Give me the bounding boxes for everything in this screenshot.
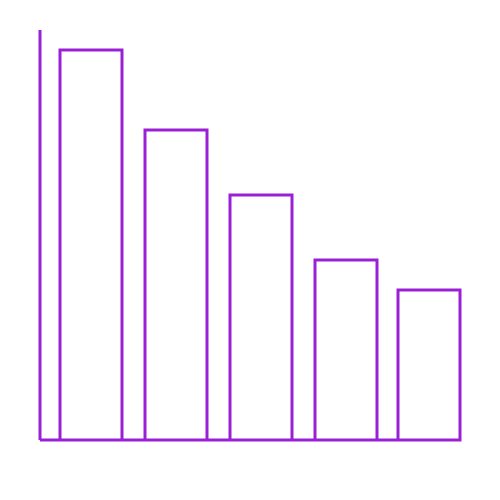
chart-svg (0, 0, 500, 500)
bar-chart (0, 0, 500, 500)
chart-background (0, 0, 500, 500)
